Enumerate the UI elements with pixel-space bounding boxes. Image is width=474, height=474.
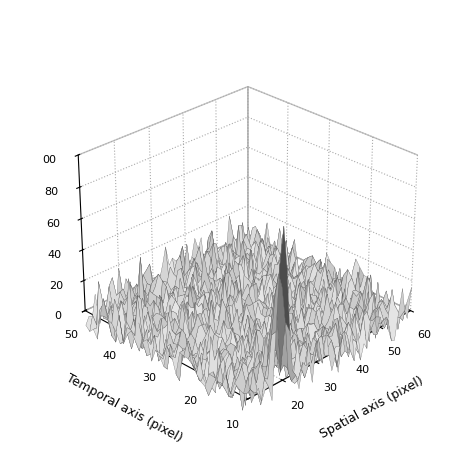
Y-axis label: Temporal axis (pixel): Temporal axis (pixel) <box>64 372 184 445</box>
X-axis label: Spatial axis (pixel): Spatial axis (pixel) <box>318 375 425 441</box>
